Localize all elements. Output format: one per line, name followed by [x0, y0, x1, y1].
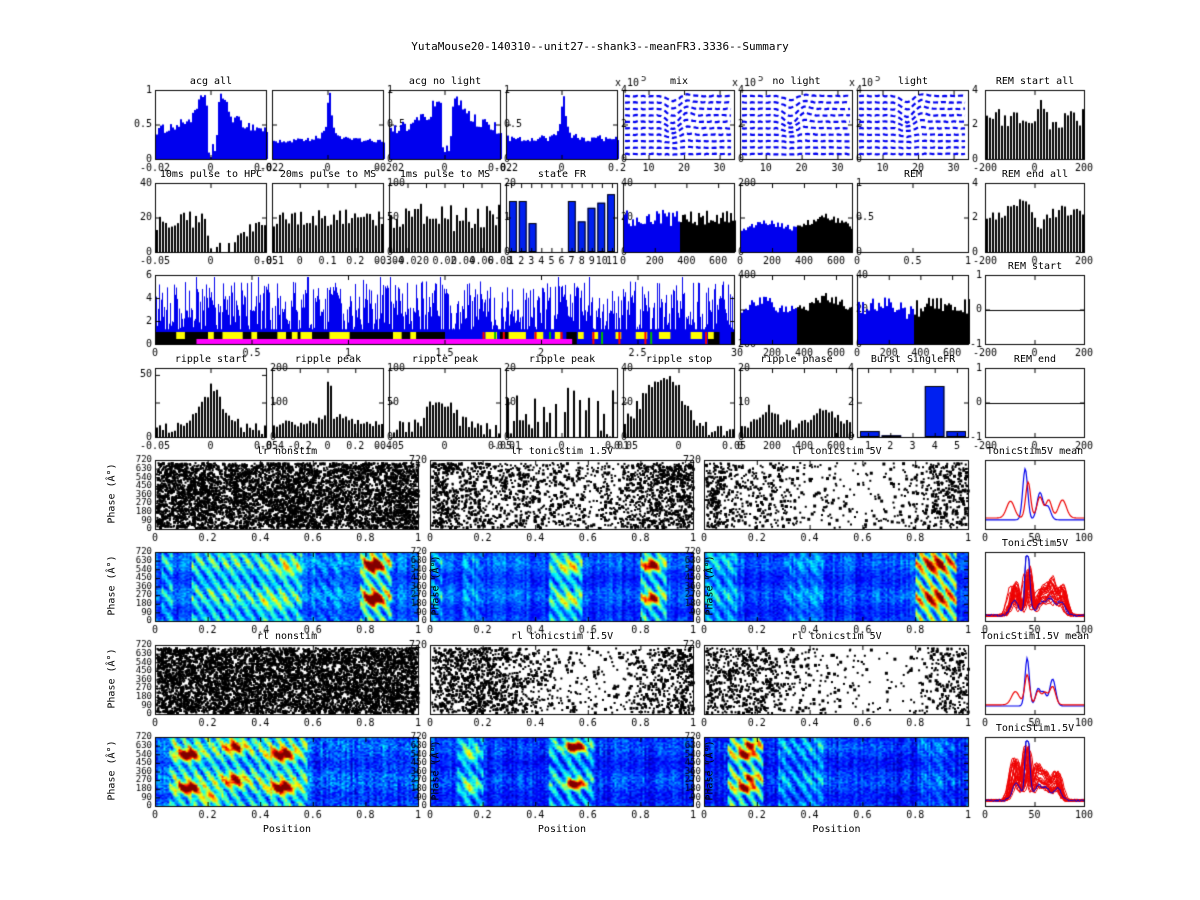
canvas-heatmap-lr-tonicstim-1-5v: [402, 538, 722, 640]
canvas-tonicstim5v-mean: [957, 446, 1113, 548]
canvas-heatmap-lr-nonstim: [127, 538, 447, 640]
xlabel-heatmap-rl-nonstim: Position: [262, 824, 312, 835]
canvas-rem-start-all: [957, 76, 1113, 178]
phase-axis-label-heatmap-rl-nonstim: Phase (Â°): [106, 740, 118, 801]
canvas-session-rate: [127, 261, 763, 363]
canvas-heatmap-rl-tonicstim-1-5v: [402, 723, 722, 825]
canvas-heatmap-rl-nonstim: [127, 723, 447, 825]
canvas-heatmap-rl-tonicstim-5v: [676, 723, 997, 825]
figure-title: YutaMouse20-140310--unit27--shank3--mean…: [411, 40, 789, 53]
canvas-rem-end-all: [957, 169, 1113, 271]
phase-axis-label-scatter-lr-nonstim: Phase (Â°): [106, 463, 118, 524]
xlabel-heatmap-rl-tonicstim-5v: Position: [812, 824, 861, 835]
canvas-rem-end: [957, 354, 1113, 456]
canvas-tonicstim5v-bundle: [957, 538, 1113, 640]
canvas-scatter-rl-nonstim: [127, 631, 447, 733]
canvas-scatter-lr-tonicstim-1-5v: [402, 446, 722, 548]
xlabel-heatmap-rl-tonicstim-1-5v: Position: [537, 824, 587, 835]
phase-axis-label-heatmap-lr-nonstim: Phase (Â°): [106, 555, 118, 616]
canvas-scatter-rl-tonicstim-1-5v: [402, 631, 722, 733]
canvas-tonicstim1-5v-bundle: [957, 723, 1113, 825]
phase-axis-label-scatter-rl-nonstim: Phase (Â°): [106, 648, 118, 709]
canvas-scatter-lr-tonicstim-5v: [676, 446, 997, 548]
canvas-heatmap-lr-tonicstim-5v: [676, 538, 997, 640]
canvas-tonicstim1-5v-mean: [957, 631, 1113, 733]
canvas-scatter-lr-nonstim: [127, 446, 447, 548]
canvas-scatter-rl-tonicstim-5v: [676, 631, 997, 733]
canvas-rem-start: [957, 261, 1113, 363]
